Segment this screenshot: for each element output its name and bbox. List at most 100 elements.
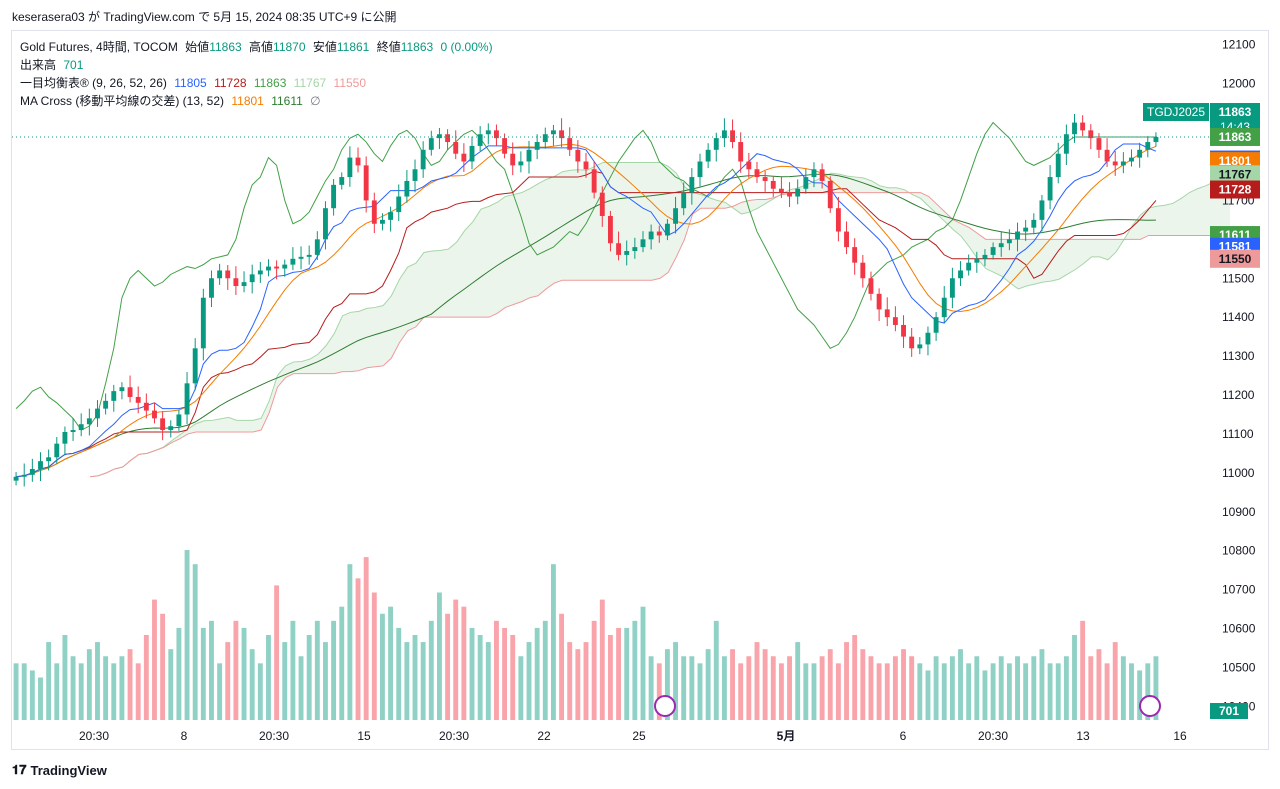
legend-ma-cross[interactable]: MA Cross (移動平均線の交差) (13, 52) 11801 11611… [20,92,497,110]
volume-bar [323,642,328,720]
candle-body [233,278,239,287]
volume-bar [412,635,418,720]
volume-bar [54,663,60,720]
volume-bar [306,635,312,720]
volume-bar [860,649,866,720]
candle-body [38,461,43,469]
candle-body [217,270,223,279]
volume-bar [925,670,931,720]
x-tick-label: 22 [537,729,551,743]
legend-volume[interactable]: 出来高 701 [20,56,497,74]
candle-body [656,231,662,236]
tradingview-mark-icon: 𝟏𝟕 [12,762,27,777]
volume-bar [428,620,434,720]
volume-bar [990,663,996,720]
candle-body [29,468,35,475]
candle-body [1129,157,1134,162]
candle-body [1006,239,1012,244]
volume-bar [396,627,402,720]
y-tick-label: 11000 [1222,466,1255,480]
volume-bar [461,606,467,720]
volume-bar [1023,663,1029,720]
volume-bar [127,649,133,720]
volume-bar [1145,663,1151,720]
candle-body [184,383,190,415]
candle-body [933,317,939,333]
ma-fast-value: 11801 [231,94,264,108]
volume-bar [152,599,157,720]
candle-body [860,262,866,279]
candle-body [282,264,288,269]
volume-bar [257,663,263,720]
symbol-name[interactable]: Gold Futures, 4時間, TOCOM [20,40,178,54]
volume-bar [958,649,963,720]
candle-body [819,169,825,181]
volume-bar [559,613,565,720]
candle-body [70,430,76,432]
candle-body [314,239,320,255]
volume-bar [347,564,353,720]
indicator-price-badge-value: 11767 [1219,167,1252,181]
ma-hidden-icon[interactable]: ∅ [310,94,321,108]
candle-body [730,130,735,143]
candle-body [998,243,1004,248]
chart-frame[interactable] [11,30,1269,750]
candle-body [493,130,499,139]
candle-body [575,149,581,162]
volume-bar [982,670,988,720]
candle-body [762,177,768,181]
candle-body [599,192,605,216]
y-tick-label: 11200 [1222,388,1255,402]
x-tick-label: 20:30 [79,729,109,743]
volume-bar [1063,656,1069,720]
indicator-price-badge-value: 11863 [1219,130,1252,144]
indicator-price-badge [1210,180,1260,199]
volume-bar [941,663,947,720]
volume-bar [892,656,898,720]
volume-bar [933,656,939,720]
candle-body [119,387,125,392]
candle-body [754,169,760,178]
candle-body [152,410,157,419]
candle-body [941,297,947,318]
volume-bar [746,656,752,720]
candle-body [583,161,589,170]
tradingview-brand: TradingView [30,762,107,778]
y-tick-label: 10900 [1222,505,1256,519]
volume-bar [1055,663,1061,720]
volume-bar [819,656,825,720]
change-value: 0 (0.00%) [440,40,493,54]
legend-symbol[interactable]: Gold Futures, 4時間, TOCOM 始値11863 高値11870… [20,38,497,56]
volume-bar [787,656,792,720]
indicator-price-badge-value: 11728 [1219,183,1252,197]
candle-body [103,400,109,409]
candle-body [925,332,931,345]
candle-body [1112,161,1118,166]
volume-bar [119,656,125,720]
volume-bar [901,649,906,720]
candle-body [1120,161,1126,166]
x-tick-label: 5月 [777,729,796,743]
candle-body [778,188,784,193]
x-tick-label: 13 [1076,729,1090,743]
candle-body [640,239,646,248]
legend-ichimoku[interactable]: 一目均衡表® (9, 26, 52, 26) 11805 11728 11863… [20,74,497,92]
volume-bar [795,642,801,720]
volume-bar [909,656,915,720]
tradingview-logo[interactable]: 𝟏𝟕 TradingView [12,762,107,778]
y-tick-label: 11400 [1222,310,1255,324]
volume-bar [835,663,841,720]
volume-bar [510,635,516,720]
volume-bar [1088,656,1094,720]
volume-bar [1031,656,1037,720]
volume-bar [648,656,654,720]
candle-body [298,256,304,259]
volume-bar [1080,620,1086,720]
event-icon [654,695,676,717]
lagging-span-line [15,121,1156,431]
candle-body [738,142,744,162]
candle-body [1072,122,1077,135]
low-label: 安値 [312,40,337,54]
candle-body [209,278,214,298]
